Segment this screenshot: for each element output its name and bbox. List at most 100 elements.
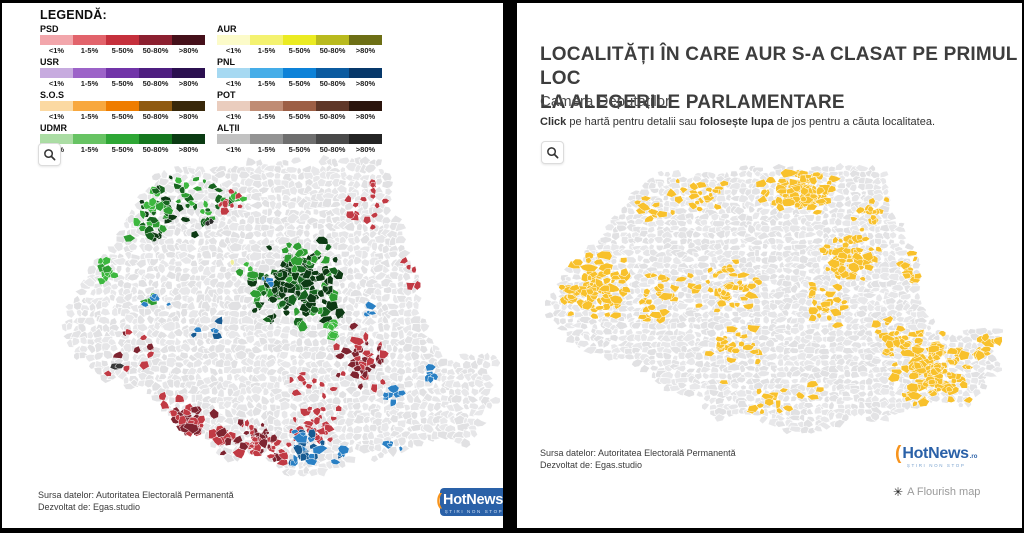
hotnews-wordmark: HotNews — [443, 492, 503, 509]
bucket-label: <1% — [225, 112, 242, 121]
color-swatch — [217, 68, 250, 78]
bucket-label: 50-80% — [319, 145, 346, 154]
flourish-label: A Flourish map — [907, 486, 981, 498]
legend-party-usr: USR <1% 1-5% 5-50% 50-80% >80% — [40, 57, 205, 88]
party-name: AUR — [217, 24, 237, 34]
party-name: PSD — [40, 24, 59, 34]
hotnews-tagline: ȘTIRI NON STOP — [444, 508, 503, 514]
color-swatch — [283, 134, 316, 144]
legend-party-pnl: PNL <1% 1-5% 5-50% 50-80% >80% — [217, 57, 382, 88]
highlighted-localities — [558, 168, 1003, 415]
title-line-1: LOCALITĂȚI ÎN CARE AUR S-A CLASAT PE PRI… — [540, 44, 1018, 89]
flourish-credit[interactable]: ✳ A Flourish map — [893, 485, 980, 499]
color-swatch — [106, 134, 139, 144]
hotnews-tagline: ȘTIRI NON STOP — [906, 463, 966, 468]
bucket-label: 5-50% — [288, 79, 311, 88]
party-name: USR — [40, 57, 60, 67]
color-swatch — [73, 35, 106, 45]
bucket-label: >80% — [355, 145, 376, 154]
color-swatch — [172, 134, 205, 144]
bucket-label: 5-50% — [288, 46, 311, 55]
hotnews-paren-icon: ( — [895, 443, 902, 464]
bucket-label: 1-5% — [257, 112, 276, 121]
color-swatch — [349, 134, 382, 144]
color-swatch — [316, 101, 349, 111]
search-icon — [43, 148, 56, 161]
bucket-labels: <1% 1-5% 5-50% 50-80% >80% — [40, 45, 205, 55]
bucket-label: <1% — [48, 112, 65, 121]
color-scale — [217, 35, 382, 45]
color-swatch — [316, 134, 349, 144]
bucket-label: 1-5% — [257, 79, 276, 88]
color-swatch — [73, 68, 106, 78]
bucket-label: 50-80% — [319, 79, 346, 88]
instructions: Click pe hartă pentru detalii sau folose… — [540, 116, 935, 128]
bucket-label: 5-50% — [111, 79, 134, 88]
legend-party-psd: PSD <1% 1-5% 5-50% 50-80% >80% — [40, 24, 205, 55]
source-line: Sursa datelor: Autoritatea Electorală Pe… — [540, 448, 736, 458]
color-scale — [40, 68, 205, 78]
source-credit-left: Sursa datelor: Autoritatea Electorală Pe… — [38, 489, 234, 513]
bucket-label: <1% — [48, 46, 65, 55]
bucket-label: 1-5% — [80, 112, 99, 121]
color-swatch — [106, 68, 139, 78]
color-swatch — [172, 68, 205, 78]
bucket-labels: <1% 1-5% 5-50% 50-80% >80% — [217, 45, 382, 55]
bucket-label: 1-5% — [257, 145, 276, 154]
bucket-labels: <1% 1-5% 5-50% 50-80% >80% — [40, 78, 205, 88]
color-scale — [217, 68, 382, 78]
color-swatch — [172, 101, 205, 111]
color-swatch — [139, 134, 172, 144]
color-swatch — [40, 35, 73, 45]
commune-texture — [60, 154, 500, 478]
bucket-label: 50-80% — [319, 46, 346, 55]
bucket-label: 1-5% — [80, 46, 99, 55]
color-swatch — [73, 101, 106, 111]
bucket-label: <1% — [225, 145, 242, 154]
bucket-label: <1% — [225, 79, 242, 88]
highlighted-localities — [96, 174, 439, 467]
developer-line: Dezvoltat de: Egas.studio — [540, 460, 643, 470]
color-swatch — [283, 35, 316, 45]
hotnews-logo[interactable]: ( HotNews .ro ȘTIRI NON STOP — [895, 443, 977, 468]
color-swatch — [349, 68, 382, 78]
search-button-right[interactable] — [541, 141, 564, 164]
bucket-label: 50-80% — [142, 46, 169, 55]
page-title: LOCALITĂȚI ÎN CARE AUR S-A CLASAT PE PRI… — [540, 43, 1018, 115]
bucket-labels: <1% 1-5% 5-50% 50-80% >80% — [217, 111, 382, 121]
hotnews-logo[interactable]: ( HotNews .ro ȘTIRI NON STOP — [436, 488, 503, 516]
color-swatch — [139, 101, 172, 111]
color-swatch — [106, 35, 139, 45]
color-swatch — [250, 68, 283, 78]
romania-results-map[interactable] — [60, 150, 500, 480]
party-name: S.O.S — [40, 90, 65, 100]
party-name: ALȚII — [217, 123, 240, 133]
bucket-label: 5-50% — [288, 145, 311, 154]
color-swatch — [106, 101, 139, 111]
left-map-panel: LEGENDĂ: PSD <1% 1-5% 5-50% 50-80% >80% USR <1%… — [2, 3, 503, 528]
flourish-icon: ✳ — [893, 485, 904, 499]
bucket-label: <1% — [225, 46, 242, 55]
developer-line: Dezvoltat de: Egas.studio — [38, 502, 141, 512]
color-swatch — [283, 68, 316, 78]
legend-party-alii: ALȚII <1% 1-5% 5-50% 50-80% >80% — [217, 123, 382, 154]
color-swatch — [250, 101, 283, 111]
color-scale — [217, 101, 382, 111]
party-name: UDMR — [40, 123, 67, 133]
color-swatch — [217, 134, 250, 144]
search-button-left[interactable] — [38, 143, 61, 166]
color-swatch — [40, 134, 73, 144]
instruction-text: de jos pentru a căuta localitatea. — [773, 116, 936, 128]
page-subtitle: Camera Deputaților — [540, 93, 671, 110]
instruction-text: folosește lupa — [699, 116, 774, 128]
bucket-label: 50-80% — [319, 112, 346, 121]
bucket-label: 50-80% — [142, 79, 169, 88]
color-swatch — [40, 101, 73, 111]
color-swatch — [40, 68, 73, 78]
color-swatch — [139, 35, 172, 45]
bucket-label: 1-5% — [257, 46, 276, 55]
romania-aur-first-place-map[interactable] — [545, 158, 1003, 437]
instruction-text: pe hartă pentru detalii sau — [566, 116, 700, 128]
legend-title: LEGENDĂ: — [40, 8, 107, 22]
